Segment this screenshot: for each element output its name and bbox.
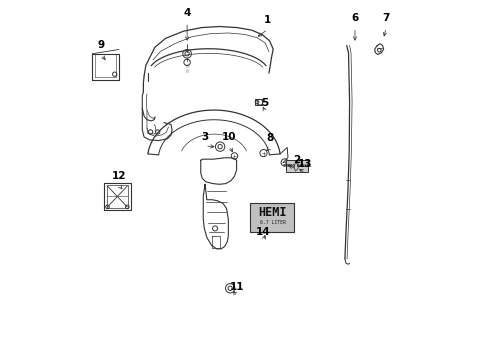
Text: 6.7 LITER: 6.7 LITER	[259, 220, 285, 225]
FancyBboxPatch shape	[286, 160, 308, 172]
Text: 14: 14	[256, 227, 270, 237]
Text: 6: 6	[350, 13, 358, 23]
Text: HEMI: HEMI	[258, 207, 286, 220]
Text: 12: 12	[111, 171, 126, 181]
Text: 5: 5	[261, 98, 268, 108]
Text: 1: 1	[264, 15, 271, 25]
Text: 4: 4	[183, 8, 190, 18]
Text: TURBO DIESEL: TURBO DIESEL	[283, 164, 311, 168]
Text: 3: 3	[201, 132, 208, 141]
Text: 8: 8	[265, 134, 273, 143]
Text: 11: 11	[230, 282, 244, 292]
Text: 13: 13	[298, 158, 312, 168]
Text: 2: 2	[292, 155, 300, 165]
Text: 7: 7	[382, 13, 389, 23]
FancyBboxPatch shape	[250, 203, 294, 231]
Text: 9: 9	[97, 40, 104, 50]
Text: 10: 10	[222, 132, 236, 141]
